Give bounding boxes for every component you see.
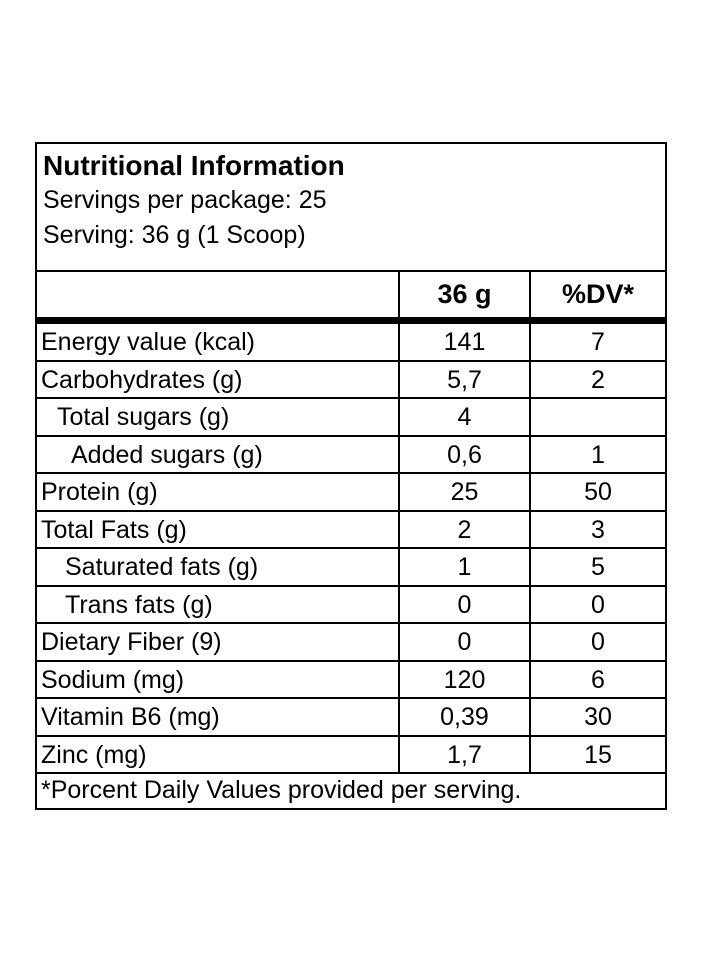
nutrient-dv: 6	[591, 665, 605, 694]
nutrient-row: Saturated fats (g) 1 5	[37, 549, 665, 587]
nutrient-amount: 0	[400, 586, 531, 622]
footnote: *Porcent Daily Values provided per servi…	[41, 776, 522, 804]
nutrient-name: Dietary Fiber (9)	[37, 624, 400, 660]
nutrient-name: Saturated fats (g)	[37, 549, 400, 585]
nutrient-name: Energy value (kcal)	[37, 324, 400, 360]
column-header-dv: %DV*	[561, 279, 635, 309]
nutrient-amount: 0	[400, 624, 531, 660]
nutrient-amount: 1	[400, 549, 531, 585]
nutrient-dv: 0	[591, 628, 605, 656]
nutrient-name: Total Fats (g)	[37, 511, 400, 547]
nutrient-row: Carbohydrates (g) 5,7 2	[37, 361, 665, 399]
nutrient-dv	[531, 399, 665, 435]
nutrient-amount: 0,6	[400, 436, 531, 472]
nutrient-row: Sodium (mg) 120 6	[37, 661, 665, 699]
serving-size: Serving: 36 g (1 Scoop)	[43, 221, 306, 249]
nutrient-row: Protein (g) 25 50	[37, 474, 665, 512]
nutrient-amount: 1,7	[400, 736, 531, 772]
nutrient-dv: 50	[584, 478, 612, 506]
nutrient-amount: 0,39	[400, 699, 531, 735]
nutrient-name: Vitamin B6 (mg)	[37, 699, 400, 735]
nutrient-row: Trans fats (g) 0 0	[37, 586, 665, 624]
column-header-row: 36 g %DV*	[37, 272, 665, 324]
nutrition-facts-panel: Nutritional Information Servings per pac…	[35, 142, 667, 810]
nutrient-name: Total sugars (g)	[37, 399, 400, 435]
nutrient-row: Total sugars (g) 4	[37, 399, 665, 437]
nutrient-row: Vitamin B6 (mg) 0,39 30	[37, 699, 665, 737]
nutrient-dv: 2	[591, 365, 605, 394]
nutrient-row: Zinc (mg) 1,7 15	[37, 736, 665, 774]
nutrient-amount: 4	[400, 399, 531, 435]
nutrient-row: Added sugars (g) 0,6 1	[37, 436, 665, 474]
nutrient-name: Sodium (mg)	[37, 661, 400, 697]
nutrient-name: Trans fats (g)	[37, 586, 400, 622]
nutrient-name: Added sugars (g)	[37, 436, 400, 472]
nutrient-dv: 30	[584, 703, 612, 731]
nutrient-dv: 3	[591, 515, 605, 544]
nutrient-amount: 120	[400, 661, 531, 697]
nutrient-name: Zinc (mg)	[37, 736, 400, 772]
nutrient-amount: 141	[400, 324, 531, 360]
column-header-amount: 36 g	[400, 272, 531, 317]
nutrient-row: Total Fats (g) 2 3	[37, 511, 665, 549]
nutrient-dv: 0	[591, 590, 605, 619]
nutrient-amount: 25	[400, 474, 531, 510]
nutrient-dv: 1	[591, 440, 605, 469]
nutrient-name: Protein (g)	[37, 474, 400, 510]
nutrient-dv: 7	[591, 328, 605, 356]
nutrient-row: Dietary Fiber (9) 0 0	[37, 624, 665, 662]
label-title: Nutritional Information	[43, 150, 345, 181]
nutrient-dv: 5	[591, 553, 605, 581]
label-header: Nutritional Information Servings per pac…	[37, 144, 665, 272]
nutrient-dv: 15	[584, 740, 612, 769]
nutrient-amount: 5,7	[400, 361, 531, 397]
nutrient-row: Energy value (kcal) 141 7	[37, 324, 665, 362]
column-header-nutrient	[37, 272, 400, 317]
nutrient-amount: 2	[400, 511, 531, 547]
nutrient-name: Carbohydrates (g)	[37, 361, 400, 397]
servings-per-package: Servings per package: 25	[43, 186, 327, 214]
